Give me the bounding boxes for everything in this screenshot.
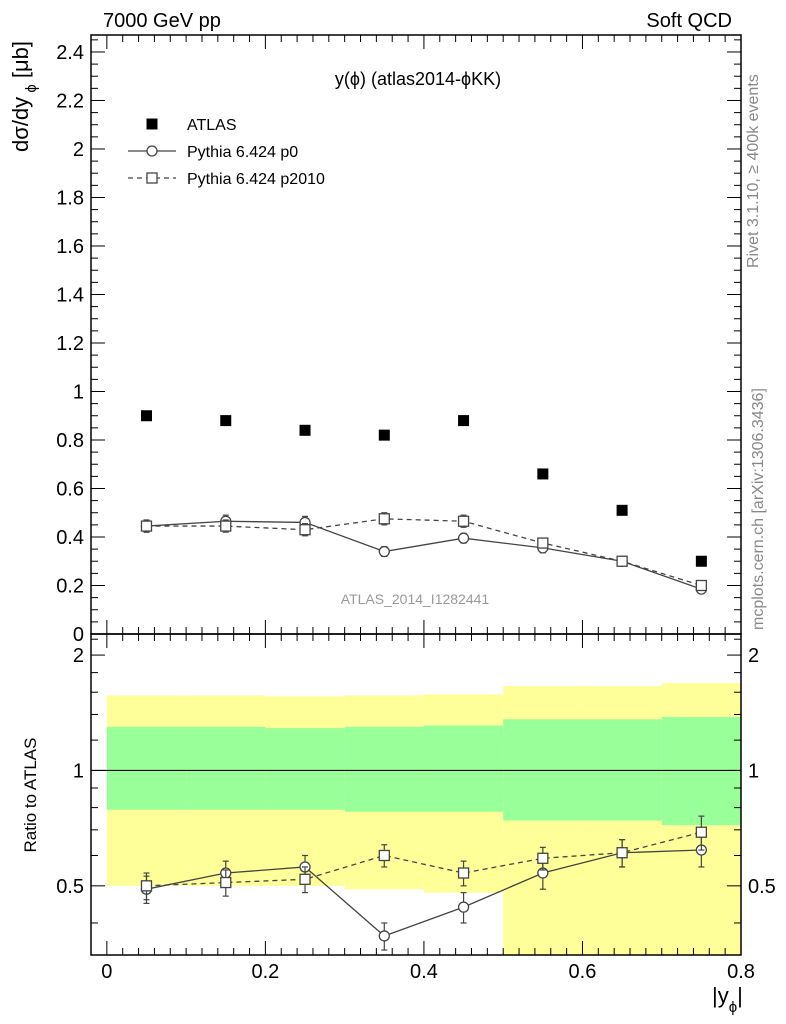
ratio-point-pythia-6-424-p2010 [695,826,708,838]
ratio-point-pythia-6-424-p2010 [537,852,549,864]
ratio-series-group-pythia-6-424-p2010 [146,831,702,887]
ratio-point-pythia-6-424-p2010 [616,847,628,859]
plot-title: y(ϕ) (atlas2014-ϕKK) [335,69,501,89]
data-point-pythia-6-424-p2010 [220,520,232,532]
y-tick-label: 2.2 [56,90,84,112]
data-point-pythia-6-424-p2010 [457,515,470,527]
data-point-pythia-6-424-p2010 [695,579,708,592]
y-tick-label: 0 [73,624,84,646]
ratio-line-pythia-6-424-p2010 [146,831,702,887]
data-point-atlas [378,429,390,441]
ratio-band-inner [106,726,187,810]
y-tick-label: 1.8 [56,187,84,209]
data-point-atlas [220,415,232,427]
ratio-band-inner [186,726,266,810]
ratio-point-pythia-6-424-p2010 [457,867,470,879]
data-point-pythia-6-424-p0 [378,545,390,558]
series-line-pythia-6-424-p2010 [146,518,702,587]
ratio-band-inner [423,725,504,812]
legend-marker-pythia-6-424-p0 [146,145,158,157]
ratio-y-tick-label-right: 2 [748,645,759,667]
x-tick-label: 0.4 [410,961,438,983]
ratio-point-pythia-6-424-p2010 [378,849,390,862]
y-tick-label: 1 [73,381,84,403]
y-tick-label: 0.6 [56,478,84,500]
analysis-watermark: ATLAS_2014_I1282441 [341,591,490,607]
ratio-band-inner [344,726,424,812]
ratio-line-pythia-6-424-p0 [146,849,702,937]
data-point-pythia-6-424-p2010 [537,537,549,549]
y-tick-label: 1.6 [56,236,84,258]
header-right: Soft QCD [646,10,732,32]
ratio-y-axis-label: Ratio to ATLAS [21,738,40,853]
y-tick-label: 0.2 [56,575,84,597]
y-tick-label: 1.4 [56,284,84,306]
ratio-point-pythia-6-424-p2010 [140,880,153,892]
data-point-pythia-6-424-p0 [457,532,470,544]
x-tick-label: 0.8 [727,961,755,983]
header-left: 7000 GeV pp [103,10,221,32]
legend-label-pythia-6-424-p0: Pythia 6.424 p0 [187,144,298,161]
ratio-band-inner [265,728,345,810]
data-point-pythia-6-424-p2010 [140,520,153,532]
ratio-series-group-pythia-6-424-p0 [146,849,702,937]
data-point-atlas [537,468,549,480]
ratio-point-pythia-6-424-p0 [378,930,390,942]
ratio-plot-frame [90,633,742,956]
x-tick-label: 0 [101,961,112,983]
ratio-point-pythia-6-424-p2010 [220,876,232,889]
ratio-y-tick-label-left: 1 [73,760,84,782]
y-tick-label: 2 [73,139,84,161]
data-point-atlas [616,504,628,516]
ratio-y-tick-label-right: 0.5 [748,876,776,898]
y-tick-label: 1.2 [56,333,84,355]
y-axis-label: dσ/dy ϕ [μb] [8,41,40,152]
data-point-pythia-6-424-p2010 [616,555,628,567]
data-point-atlas [140,410,152,422]
data-point-pythia-6-424-p2010 [299,524,311,536]
legend-marker-pythia-6-424-p2010 [146,172,158,184]
series-line-pythia-6-424-p0 [146,520,702,590]
data-point-atlas [299,424,311,436]
ratio-y-tick-label-right: 1 [748,760,759,782]
x-tick-label: 0.2 [251,961,279,983]
legend-marker-atlas [146,118,158,130]
y-tick-label: 0.4 [56,527,84,549]
ratio-y-tick-label-left: 2 [73,645,84,667]
ratio-point-pythia-6-424-p0 [457,901,470,913]
x-tick-label: 0.6 [569,961,597,983]
data-point-pythia-6-424-p2010 [378,513,390,525]
x-axis-label: |yϕ| [712,983,743,1016]
data-point-atlas [458,415,470,427]
y-tick-label: 0.8 [56,430,84,452]
ratio-point-pythia-6-424-p2010 [299,873,311,885]
legend-label-atlas: ATLAS [187,117,237,134]
data-point-atlas [695,555,707,567]
ratio-y-tick-label-left: 0.5 [56,876,84,898]
legend-label-pythia-6-424-p2010: Pythia 6.424 p2010 [187,171,325,188]
y-tick-label: 2.4 [56,42,84,64]
